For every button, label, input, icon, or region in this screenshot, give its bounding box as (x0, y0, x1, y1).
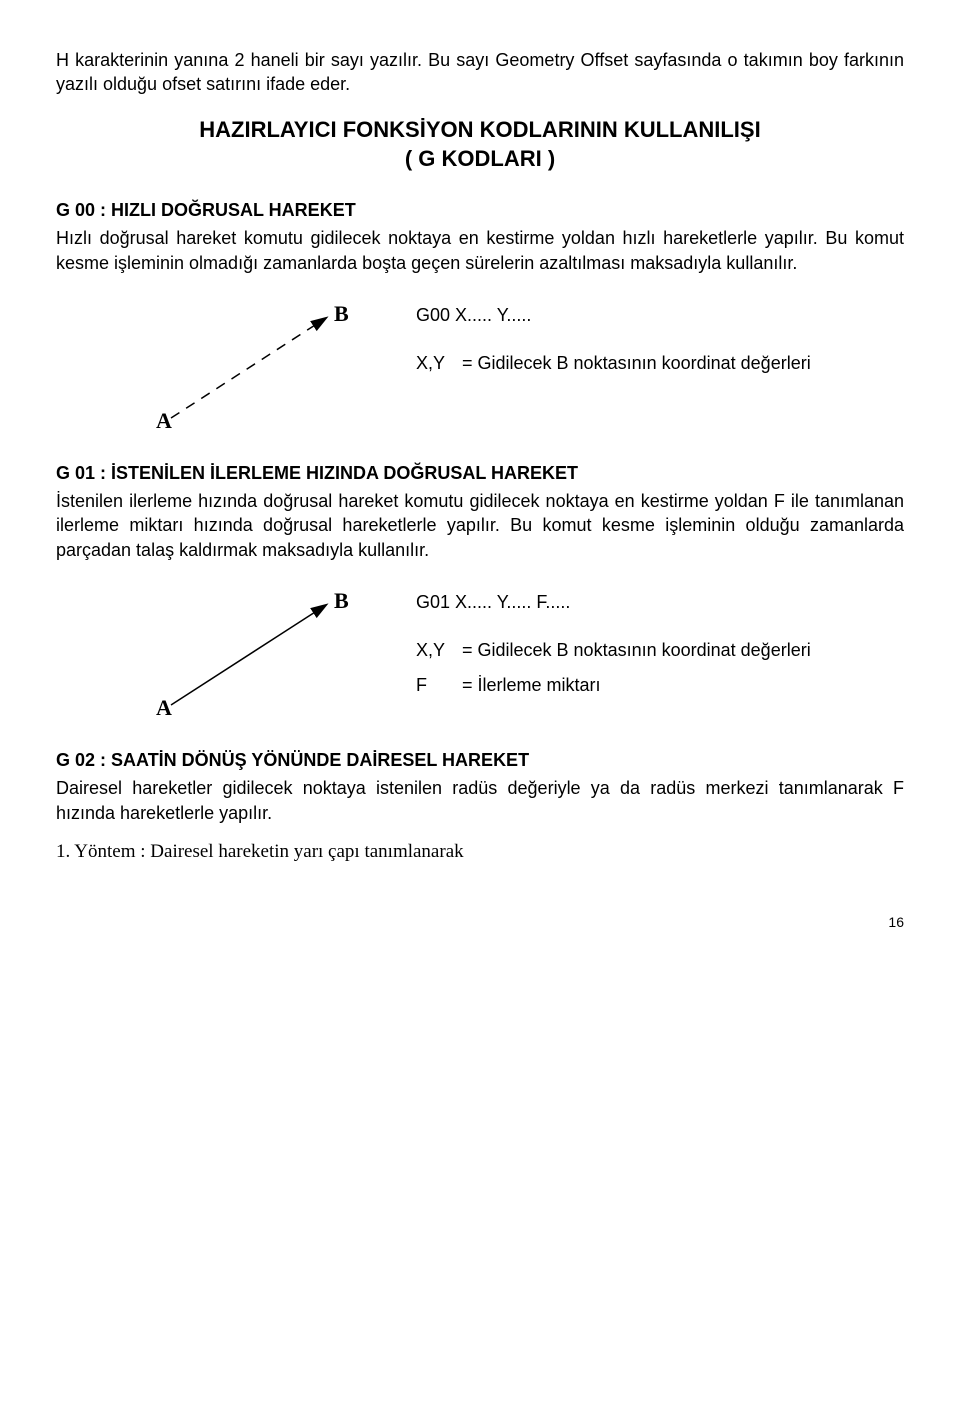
g01-diagram-row: A B G01 X..... Y..... F..... X,Y = Gidil… (56, 580, 904, 720)
g02-heading: G 02 : SAATİN DÖNÜŞ YÖNÜNDE DAİRESEL HAR… (56, 748, 904, 772)
intro-paragraph: H karakterinin yanına 2 haneli bir sayı … (56, 48, 904, 97)
g00-diagram-row: A B G00 X..... Y..... X,Y = Gidilecek B … (56, 293, 904, 433)
g01-xy-desc: = Gidilecek B noktasının koordinat değer… (462, 638, 811, 662)
g00-xy-line: X,Y = Gidilecek B noktasının koordinat d… (416, 351, 811, 375)
g00-diagram: A B (156, 293, 376, 433)
g00-code-block: G00 X..... Y..... X,Y = Gidilecek B nokt… (416, 303, 811, 386)
g01-f-desc: = İlerleme miktarı (462, 673, 601, 697)
main-title: HAZIRLAYICI FONKSİYON KODLARININ KULLANI… (56, 115, 904, 174)
g02-paragraph: Dairesel hareketler gidilecek noktaya is… (56, 776, 904, 825)
g01-heading: G 01 : İSTENİLEN İLERLEME HIZINDA DOĞRUS… (56, 461, 904, 485)
g00-paragraph: Hızlı doğrusal hareket komutu gidilecek … (56, 226, 904, 275)
g01-f-line: F = İlerleme miktarı (416, 673, 811, 697)
g01-xy-line: X,Y = Gidilecek B noktasının koordinat d… (416, 638, 811, 662)
g01-paragraph: İstenilen ilerleme hızında doğrusal hare… (56, 489, 904, 562)
g00-xy-desc: = Gidilecek B noktasının koordinat değer… (462, 351, 811, 375)
g01-f-label: F (416, 673, 462, 697)
g00-label-a: A (156, 408, 172, 433)
title-line1: HAZIRLAYICI FONKSİYON KODLARININ KULLANI… (56, 115, 904, 145)
page-number: 16 (56, 913, 904, 932)
g00-heading: G 00 : HIZLI DOĞRUSAL HAREKET (56, 198, 904, 222)
g01-diagram: A B (156, 580, 376, 720)
g01-xy-label: X,Y (416, 638, 462, 662)
g02-yontem: 1. Yöntem : Dairesel hareketin yarı çapı… (56, 839, 904, 865)
g00-label-b: B (334, 301, 349, 326)
g01-label-a: A (156, 695, 172, 720)
g00-dashed-line (171, 318, 326, 418)
g01-code-block: G01 X..... Y..... F..... X,Y = Gidilecek… (416, 590, 811, 707)
g01-label-b: B (334, 588, 349, 613)
g01-code: G01 X..... Y..... F..... (416, 590, 811, 614)
title-line2: ( G KODLARI ) (56, 144, 904, 174)
g00-code: G00 X..... Y..... (416, 303, 811, 327)
g01-solid-line (171, 605, 326, 705)
g00-xy-label: X,Y (416, 351, 462, 375)
